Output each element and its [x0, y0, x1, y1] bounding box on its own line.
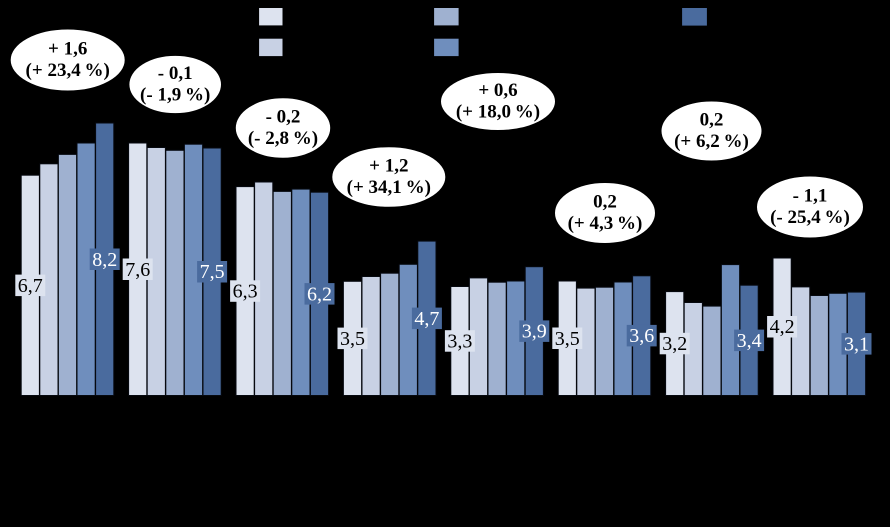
- svg-text:(+ 6,2 %): (+ 6,2 %): [674, 131, 749, 152]
- svg-text:+ 1,2: + 1,2: [369, 156, 408, 177]
- svg-text:- 0,2: - 0,2: [266, 107, 301, 128]
- svg-text:6,2: 6,2: [307, 283, 332, 305]
- svg-text:0,2: 0,2: [593, 192, 617, 213]
- svg-text:4,2: 4,2: [770, 316, 795, 338]
- svg-text:3,5: 3,5: [340, 328, 365, 350]
- svg-text:6,7: 6,7: [18, 275, 43, 297]
- svg-text:(+ 18,0 %): (+ 18,0 %): [456, 102, 540, 123]
- svg-text:7,5: 7,5: [200, 261, 225, 283]
- svg-text:(+ 4,3 %): (+ 4,3 %): [568, 213, 643, 234]
- svg-text:3,9: 3,9: [522, 321, 547, 343]
- svg-text:+ 0,6: + 0,6: [478, 80, 517, 101]
- svg-text:+ 1,6: + 1,6: [48, 39, 87, 60]
- svg-text:3,3: 3,3: [447, 331, 472, 353]
- svg-text:- 0,1: - 0,1: [158, 63, 193, 84]
- svg-text:3,5: 3,5: [555, 328, 580, 350]
- svg-text:3,1: 3,1: [844, 333, 869, 355]
- svg-text:3,6: 3,6: [629, 325, 654, 347]
- svg-text:3,4: 3,4: [737, 330, 762, 352]
- svg-text:(- 2,8 %): (- 2,8 %): [248, 128, 318, 149]
- svg-text:6,3: 6,3: [233, 281, 258, 303]
- svg-text:7,6: 7,6: [125, 259, 150, 281]
- svg-text:(+ 34,1 %): (+ 34,1 %): [347, 177, 431, 198]
- svg-text:3,2: 3,2: [662, 333, 687, 355]
- svg-text:- 1,1: - 1,1: [793, 186, 828, 207]
- svg-text:(- 1,9 %): (- 1,9 %): [140, 85, 210, 106]
- svg-text:(+ 23,4 %): (+ 23,4 %): [26, 60, 110, 81]
- svg-text:8,2: 8,2: [92, 249, 117, 271]
- svg-text:(- 25,4 %): (- 25,4 %): [770, 207, 850, 228]
- svg-text:0,2: 0,2: [700, 110, 724, 131]
- svg-text:4,7: 4,7: [414, 308, 439, 330]
